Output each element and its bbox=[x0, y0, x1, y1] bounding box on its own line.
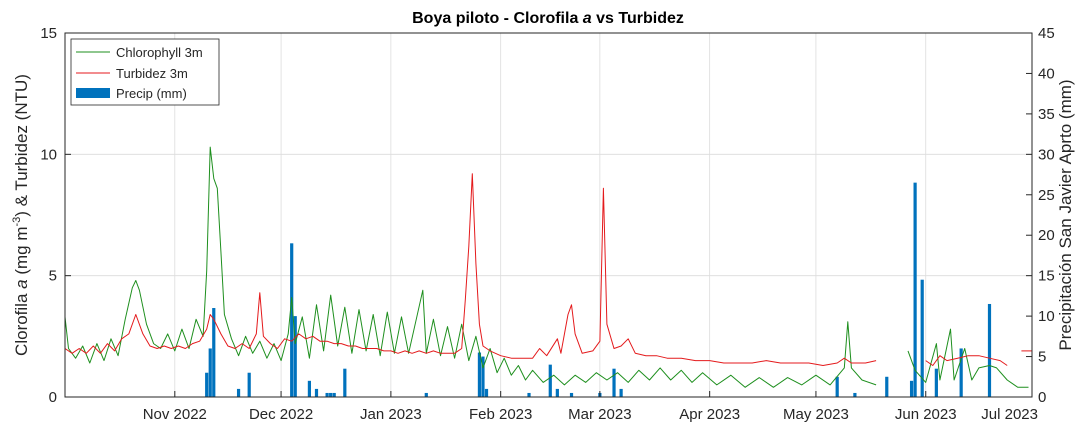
precip-bar bbox=[987, 303, 992, 397]
precip-bar bbox=[548, 364, 552, 397]
precip-bar bbox=[885, 376, 889, 397]
x-tick-label: Apr 2023 bbox=[679, 406, 740, 423]
y-right-tick-label: 0 bbox=[1038, 389, 1046, 406]
precip-bar bbox=[612, 368, 616, 397]
y-left-tick-label: 15 bbox=[40, 25, 57, 42]
precip-bar bbox=[332, 392, 336, 397]
precip-bar bbox=[555, 388, 559, 397]
precip-bar bbox=[307, 380, 312, 397]
precip-bar bbox=[913, 182, 917, 397]
precip-bar bbox=[205, 372, 209, 397]
axis-ticks: 0 5 10 15 0 5 10 15 20 25 30 35 40 45 Nov 2022 Dec 2022… bbox=[40, 25, 1054, 423]
precip-bars bbox=[205, 182, 992, 397]
chlorophyll-line bbox=[64, 146, 877, 388]
x-tick-label: Jun 2023 bbox=[895, 406, 957, 423]
x-tick-label: Jul 2023 bbox=[981, 406, 1038, 423]
y-right-tick-label: 40 bbox=[1038, 65, 1055, 82]
precip-bar bbox=[481, 356, 485, 397]
precip-bar bbox=[527, 392, 531, 397]
plot-frame bbox=[64, 32, 1033, 398]
precip-bar bbox=[424, 392, 428, 397]
x-tick-label: Feb 2023 bbox=[469, 406, 532, 423]
y-right-tick-label: 15 bbox=[1038, 268, 1055, 285]
precip-bar bbox=[835, 376, 839, 397]
precip-bar bbox=[569, 392, 574, 397]
precip-bar bbox=[343, 368, 347, 397]
turbidez-line bbox=[925, 355, 1008, 366]
series-lines bbox=[64, 146, 1032, 388]
turbidez-line bbox=[64, 173, 877, 366]
x-tick-label: Dec 2022 bbox=[249, 406, 313, 423]
x-tick-label: Mar 2023 bbox=[568, 406, 631, 423]
x-tick-label: Jan 2023 bbox=[360, 406, 422, 423]
y-right-tick-label: 25 bbox=[1038, 187, 1055, 204]
precip-bar bbox=[212, 308, 216, 397]
precip-bar bbox=[236, 388, 241, 397]
precip-bar bbox=[959, 348, 963, 397]
y-left-tick-label: 0 bbox=[49, 389, 57, 406]
x-tick-label: Nov 2022 bbox=[143, 406, 207, 423]
y-axis-left-label: Clorofila a (mg m-3) & Turbidez (NTU) bbox=[11, 74, 31, 356]
precip-bar bbox=[477, 352, 482, 397]
precip-bar bbox=[934, 368, 938, 397]
legend: Chlorophyll 3m Turbidez 3m Precip (mm) bbox=[70, 38, 220, 106]
grid bbox=[65, 32, 1033, 398]
y-right-tick-label: 5 bbox=[1038, 349, 1046, 366]
precip-bar bbox=[329, 392, 333, 397]
precip-bar bbox=[909, 380, 914, 397]
legend-label-turbidez: Turbidez 3m bbox=[116, 66, 188, 81]
y-left-tick-label: 10 bbox=[40, 146, 57, 163]
precip-bar bbox=[853, 392, 857, 397]
y-left-tick-label: 5 bbox=[49, 268, 57, 285]
legend-swatch-precip bbox=[76, 88, 110, 98]
y-right-tick-label: 45 bbox=[1038, 25, 1055, 42]
y-axis-right-label: Precipitación San Javier Aprto (mm) bbox=[1056, 79, 1075, 350]
precip-bar bbox=[619, 388, 623, 397]
chart-title: Boya piloto - Clorofila a vs Turbidez bbox=[412, 10, 684, 27]
precip-bar bbox=[920, 279, 924, 397]
legend-label-precip: Precip (mm) bbox=[116, 86, 187, 101]
precip-bar bbox=[314, 388, 319, 397]
precip-bar bbox=[208, 348, 212, 397]
y-right-tick-label: 10 bbox=[1038, 308, 1055, 325]
precip-bar bbox=[325, 392, 329, 397]
precip-bar bbox=[293, 316, 297, 397]
chlorophyll-line bbox=[907, 328, 1029, 388]
precip-bar bbox=[290, 243, 294, 397]
precip-bar bbox=[247, 372, 251, 397]
y-right-tick-label: 20 bbox=[1038, 227, 1055, 244]
y-right-tick-label: 35 bbox=[1038, 106, 1055, 123]
legend-label-chlorophyll: Chlorophyll 3m bbox=[116, 45, 203, 60]
y-right-tick-label: 30 bbox=[1038, 146, 1055, 163]
x-tick-label: May 2023 bbox=[783, 406, 849, 423]
precip-bar bbox=[484, 388, 489, 397]
